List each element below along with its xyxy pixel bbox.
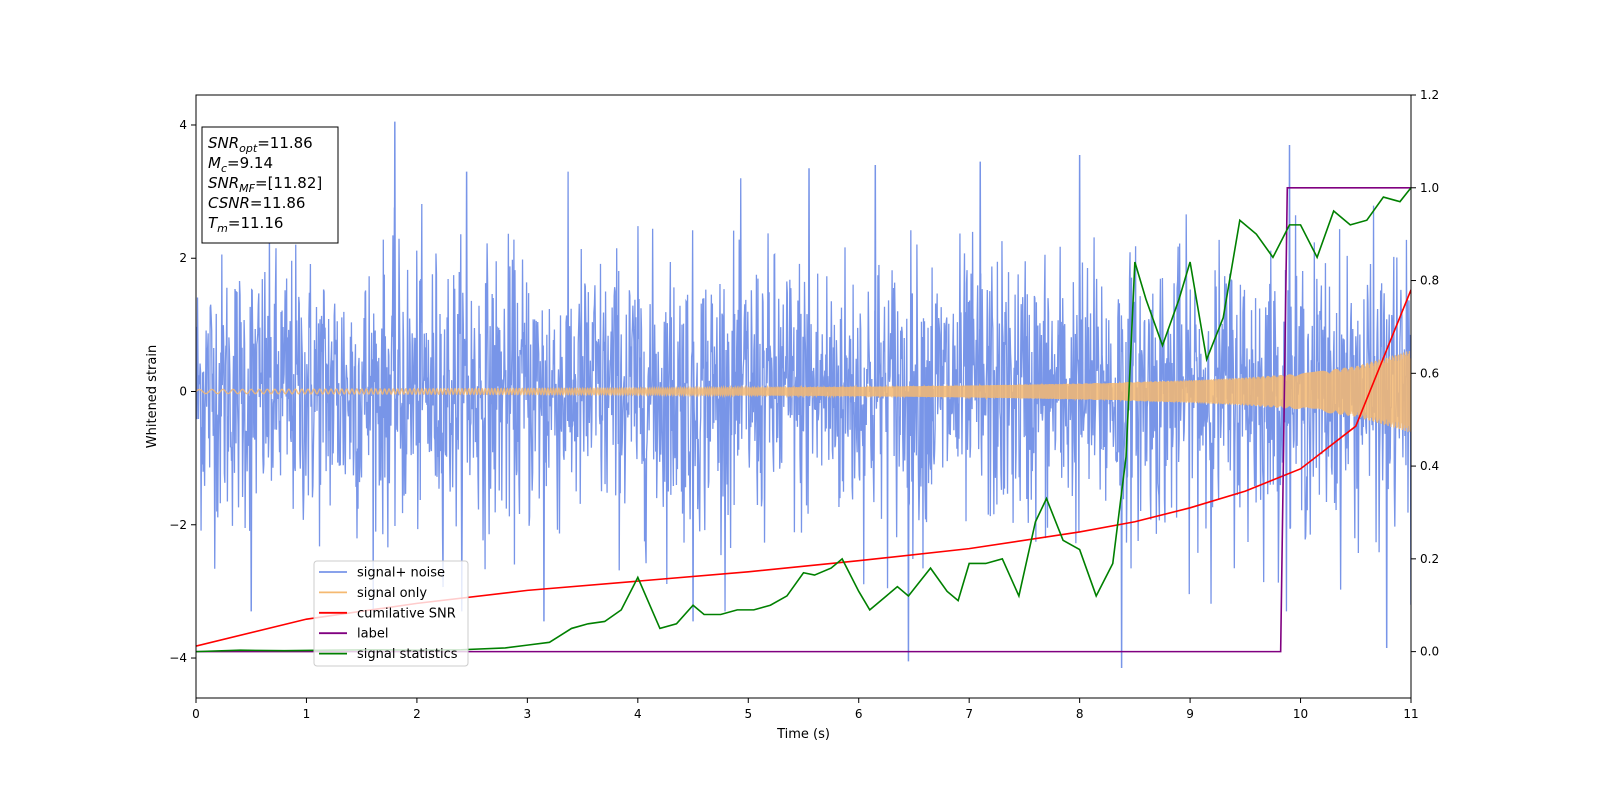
series-label-line <box>196 186 1411 653</box>
annotation-box-frame <box>201 126 339 244</box>
x-tick-label: 3 <box>524 707 532 721</box>
x-tick-label: 11 <box>1403 707 1418 721</box>
y-axis-label: Whitened strain <box>145 345 160 448</box>
annotation-line: SNRMF=[11.82] <box>208 174 322 195</box>
x-tick-label: 9 <box>1186 707 1194 721</box>
noise-spike <box>978 161 982 392</box>
noise-spike <box>1120 391 1123 669</box>
y2-tick-label: 0.2 <box>1420 552 1439 566</box>
y-tick-label: 4 <box>179 118 187 132</box>
annotation-line: Mc=9.14 <box>208 154 273 175</box>
annotation-line: CSNR=11.86 <box>208 194 305 212</box>
annotation-line: SNRopt=11.86 <box>208 134 313 155</box>
noise-spike <box>249 391 253 612</box>
y-tick-label: 0 <box>179 385 187 399</box>
y2-tick-label: 0.8 <box>1420 274 1439 288</box>
legend-entry-label: signal only <box>357 586 427 601</box>
x-axis-label: Time (s) <box>776 727 830 742</box>
legend-entry-label: cumilative SNR <box>357 606 456 621</box>
series-signal-only-line <box>196 350 1411 432</box>
axes-frame <box>195 94 1412 699</box>
noise-spike <box>907 391 910 662</box>
noise-spike <box>691 391 695 622</box>
x-tick-label: 2 <box>413 707 421 721</box>
y2-tick-label: 0.4 <box>1420 459 1439 473</box>
x-tick-label: 4 <box>634 707 642 721</box>
legend-entry-label: label <box>357 627 388 642</box>
x-tick-label: 10 <box>1293 707 1308 721</box>
x-tick-label: 5 <box>744 707 752 721</box>
x-tick-label: 6 <box>855 707 863 721</box>
noise-spike <box>393 121 397 392</box>
y-tick-label: −2 <box>169 518 187 532</box>
x-tick-label: 7 <box>965 707 973 721</box>
x-tick-label: 8 <box>1076 707 1084 721</box>
y-tick-label: 2 <box>179 251 187 265</box>
y2-tick-label: 0.6 <box>1420 366 1439 380</box>
series-signal-statistics-line <box>196 187 1411 653</box>
noise-spike <box>1385 391 1388 649</box>
noise-spike <box>1288 144 1291 392</box>
noise-spike <box>465 171 468 392</box>
annotation-line: Tm=11.16 <box>208 214 283 235</box>
x-tick-label: 1 <box>303 707 311 721</box>
noise-spike <box>1078 154 1081 392</box>
stats-annotation-box: SNRopt=11.86Mc=9.14SNRMF=[11.82]CSNR=11.… <box>201 126 339 244</box>
legend-entry-label: signal+ noise <box>357 566 445 581</box>
legend: signal+ noise signal only cumilative SNR la… <box>313 560 469 667</box>
noise-spike <box>807 168 811 392</box>
y-tick-label: −4 <box>169 651 187 665</box>
x-tick-label: 0 <box>192 707 200 721</box>
series-signal-plus-noise-line <box>196 171 1411 612</box>
legend-entry-label: signal statistics <box>357 647 458 662</box>
axes: 0 1 2 3 4 5 6 7 8 9 10 11 −4 −2 0 2 4 0.0 0.2 0.4 0.6 0.8 1.0 1… <box>169 88 1439 721</box>
y2-tick-label: 0.0 <box>1420 645 1439 659</box>
y2-tick-label: 1.0 <box>1420 181 1439 195</box>
noise-spike <box>874 164 877 392</box>
y2-tick-label: 1.2 <box>1420 88 1439 102</box>
noise-spike <box>542 391 546 622</box>
legend-frame <box>313 560 469 667</box>
